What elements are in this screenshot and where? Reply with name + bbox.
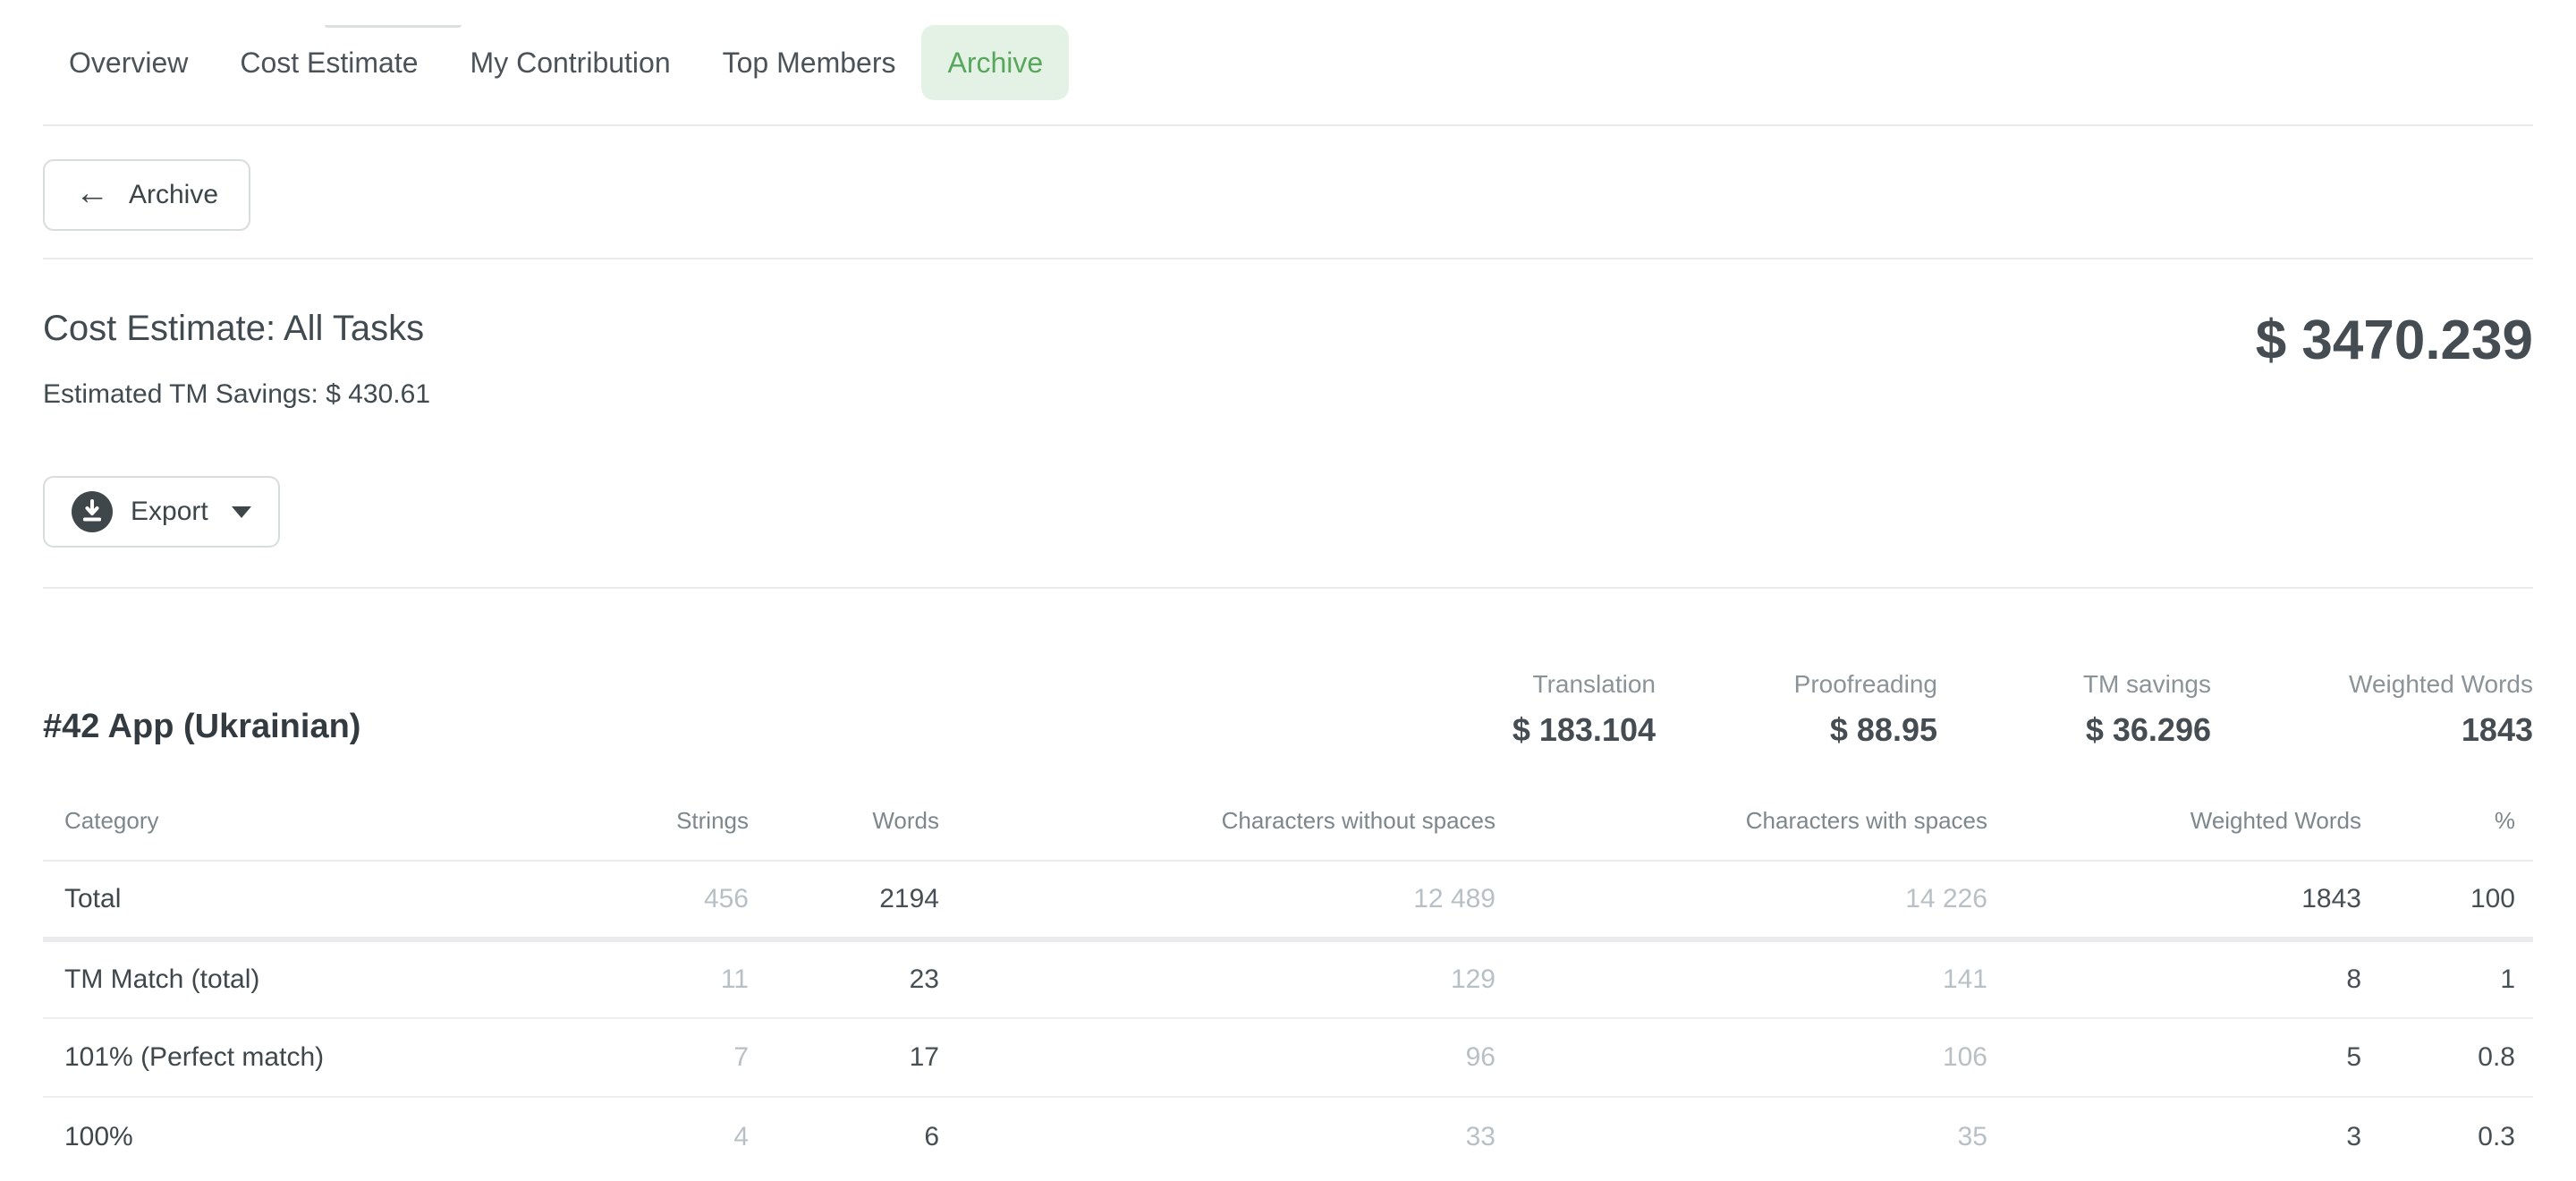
cell-chars-without-spaces: 96: [1465, 1042, 1496, 1072]
table-row-101-perfect-match: 101% (Perfect match) 7 17 96 106 5 0.8: [43, 1018, 2533, 1097]
export-button-label: Export: [131, 497, 208, 526]
column-header-percent: %: [2361, 789, 2533, 862]
stat-label: Proofreading: [1793, 670, 1937, 698]
back-button-label: Archive: [129, 180, 219, 209]
cell-chars-with-spaces: 35: [1957, 1121, 1987, 1151]
cell-percent: 0.3: [2478, 1121, 2515, 1151]
table-header-row: Category Strings Words Characters withou…: [43, 789, 2533, 862]
stat-value: 1843: [2461, 711, 2533, 748]
cell-category: 100%: [64, 1121, 133, 1151]
stat-proofreading: Proofreading $ 88.95: [1656, 669, 1937, 750]
cell-strings: 7: [733, 1042, 749, 1072]
tab-cost-estimate[interactable]: Cost Estimate: [240, 46, 419, 79]
cutoff-popup-edge: [325, 25, 462, 28]
divider: [43, 124, 2533, 126]
cell-percent: 0.8: [2478, 1042, 2515, 1072]
back-to-archive-button[interactable]: ← Archive: [43, 159, 251, 231]
cell-chars-with-spaces: 141: [1942, 964, 1987, 994]
tab-archive[interactable]: Archive: [921, 25, 1070, 100]
divider: [43, 258, 2533, 259]
cell-weighted-words: 3: [2346, 1121, 2361, 1151]
tm-savings-text: Estimated TM Savings: $ 430.61: [43, 379, 431, 409]
summary-left: Cost Estimate: All Tasks Estimated TM Sa…: [43, 306, 430, 412]
cell-percent: 1: [2500, 964, 2515, 994]
cell-words: 17: [909, 1042, 939, 1072]
task-stats: Translation $ 183.104 Proofreading $ 88.…: [1369, 669, 2533, 750]
cell-weighted-words: 5: [2346, 1042, 2361, 1072]
cell-weighted-words: 8: [2346, 964, 2361, 994]
table-row-tm-match: TM Match (total) 11 23 129 141 8 1: [43, 939, 2533, 1018]
cost-report-table: Category Strings Words Characters withou…: [43, 789, 2533, 1176]
cell-chars-without-spaces: 33: [1465, 1121, 1496, 1151]
tab-top-members[interactable]: Top Members: [722, 46, 896, 79]
cell-strings: 11: [720, 964, 749, 994]
stat-tm-savings: TM savings $ 36.296: [1937, 669, 2211, 750]
cell-chars-without-spaces: 12 489: [1413, 884, 1496, 913]
stat-value: $ 88.95: [1829, 711, 1937, 748]
cell-words: 23: [909, 964, 939, 994]
column-header-chars-without-spaces: Characters without spaces: [939, 789, 1496, 862]
column-header-weighted-words: Weighted Words: [1987, 789, 2361, 862]
task-title: #42 App (Ukrainian): [43, 708, 361, 745]
export-button[interactable]: Export: [43, 476, 280, 548]
cell-chars-without-spaces: 129: [1450, 964, 1496, 994]
tab-overview[interactable]: Overview: [69, 46, 189, 79]
download-circle-icon: [72, 491, 113, 532]
cell-strings: 456: [703, 884, 749, 913]
tab-bar: Overview Cost Estimate My Contribution T…: [43, 25, 2533, 100]
divider: [43, 587, 2533, 589]
stat-label: TM savings: [2082, 670, 2211, 698]
page-title: Cost Estimate: All Tasks: [43, 309, 425, 348]
summary-header: Cost Estimate: All Tasks Estimated TM Sa…: [43, 259, 2533, 412]
cell-words: 6: [924, 1121, 939, 1151]
cell-chars-with-spaces: 106: [1942, 1042, 1987, 1072]
task-section-header: #42 App (Ukrainian) Translation $ 183.10…: [43, 669, 2533, 750]
column-header-category: Category: [43, 789, 490, 862]
column-header-strings: Strings: [490, 789, 749, 862]
total-cost-value: $ 3470.239: [2255, 310, 2533, 371]
stat-translation: Translation $ 183.104: [1369, 669, 1656, 750]
cell-words: 2194: [879, 884, 939, 913]
cell-strings: 4: [733, 1121, 749, 1151]
cell-category: Total: [64, 884, 122, 913]
table-row-total: Total 456 2194 12 489 14 226 1843 100: [43, 861, 2533, 939]
back-arrow-icon: ←: [75, 174, 109, 212]
cell-category: TM Match (total): [64, 964, 260, 994]
cell-chars-with-spaces: 14 226: [1905, 884, 1987, 913]
stat-value: $ 183.104: [1512, 711, 1656, 748]
stat-weighted-words: Weighted Words 1843: [2211, 669, 2533, 750]
cell-percent: 100: [2470, 884, 2515, 913]
cell-weighted-words: 1843: [2301, 884, 2361, 913]
chevron-down-icon: [231, 506, 251, 518]
tab-my-contribution[interactable]: My Contribution: [470, 46, 671, 79]
stat-label: Weighted Words: [2349, 670, 2533, 698]
column-header-chars-with-spaces: Characters with spaces: [1496, 789, 1987, 862]
stat-label: Translation: [1532, 670, 1656, 698]
cell-category: 101% (Perfect match): [64, 1042, 325, 1072]
table-row-100: 100% 4 6 33 35 3 0.3: [43, 1097, 2533, 1176]
stat-value: $ 36.296: [2085, 711, 2211, 748]
column-header-words: Words: [749, 789, 939, 862]
